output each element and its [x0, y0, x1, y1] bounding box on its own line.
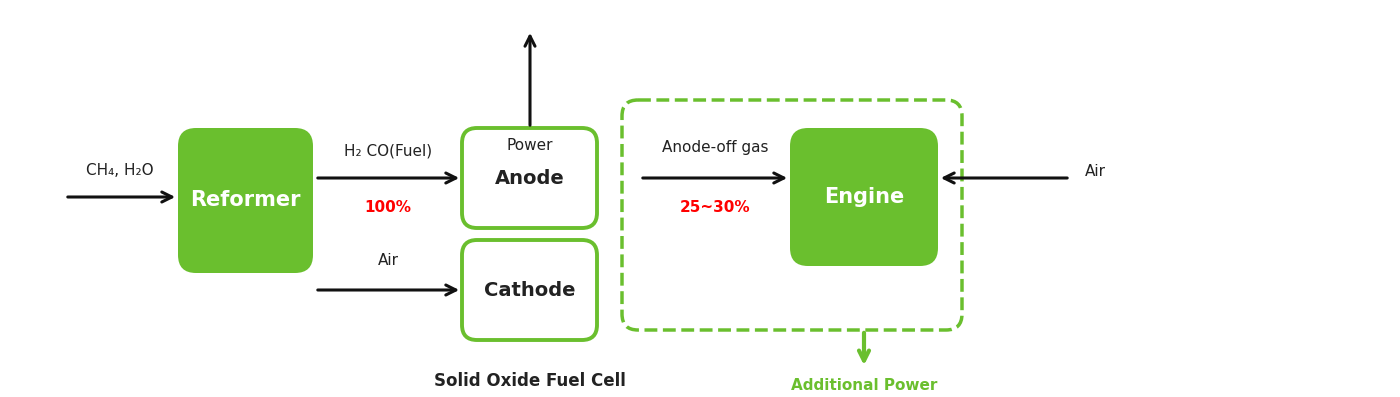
- Text: Air: Air: [378, 253, 399, 268]
- Text: Cathode: Cathode: [484, 281, 575, 299]
- Text: Additional Power: Additional Power: [791, 378, 937, 393]
- FancyBboxPatch shape: [790, 128, 938, 266]
- Text: Reformer: Reformer: [190, 191, 301, 210]
- Text: CH₄, H₂O: CH₄, H₂O: [87, 163, 154, 178]
- Text: Engine: Engine: [823, 187, 904, 207]
- FancyBboxPatch shape: [462, 240, 596, 340]
- Text: Solid Oxide Fuel Cell: Solid Oxide Fuel Cell: [434, 372, 626, 390]
- Text: 100%: 100%: [364, 200, 412, 215]
- Text: H₂ CO(Fuel): H₂ CO(Fuel): [344, 143, 433, 158]
- Text: Air: Air: [1085, 164, 1106, 179]
- FancyBboxPatch shape: [462, 128, 596, 228]
- Text: Anode: Anode: [494, 168, 564, 187]
- Text: Anode-off gas: Anode-off gas: [662, 140, 769, 155]
- Text: 25~30%: 25~30%: [679, 200, 750, 215]
- Text: Power: Power: [507, 138, 553, 153]
- FancyBboxPatch shape: [178, 128, 314, 273]
